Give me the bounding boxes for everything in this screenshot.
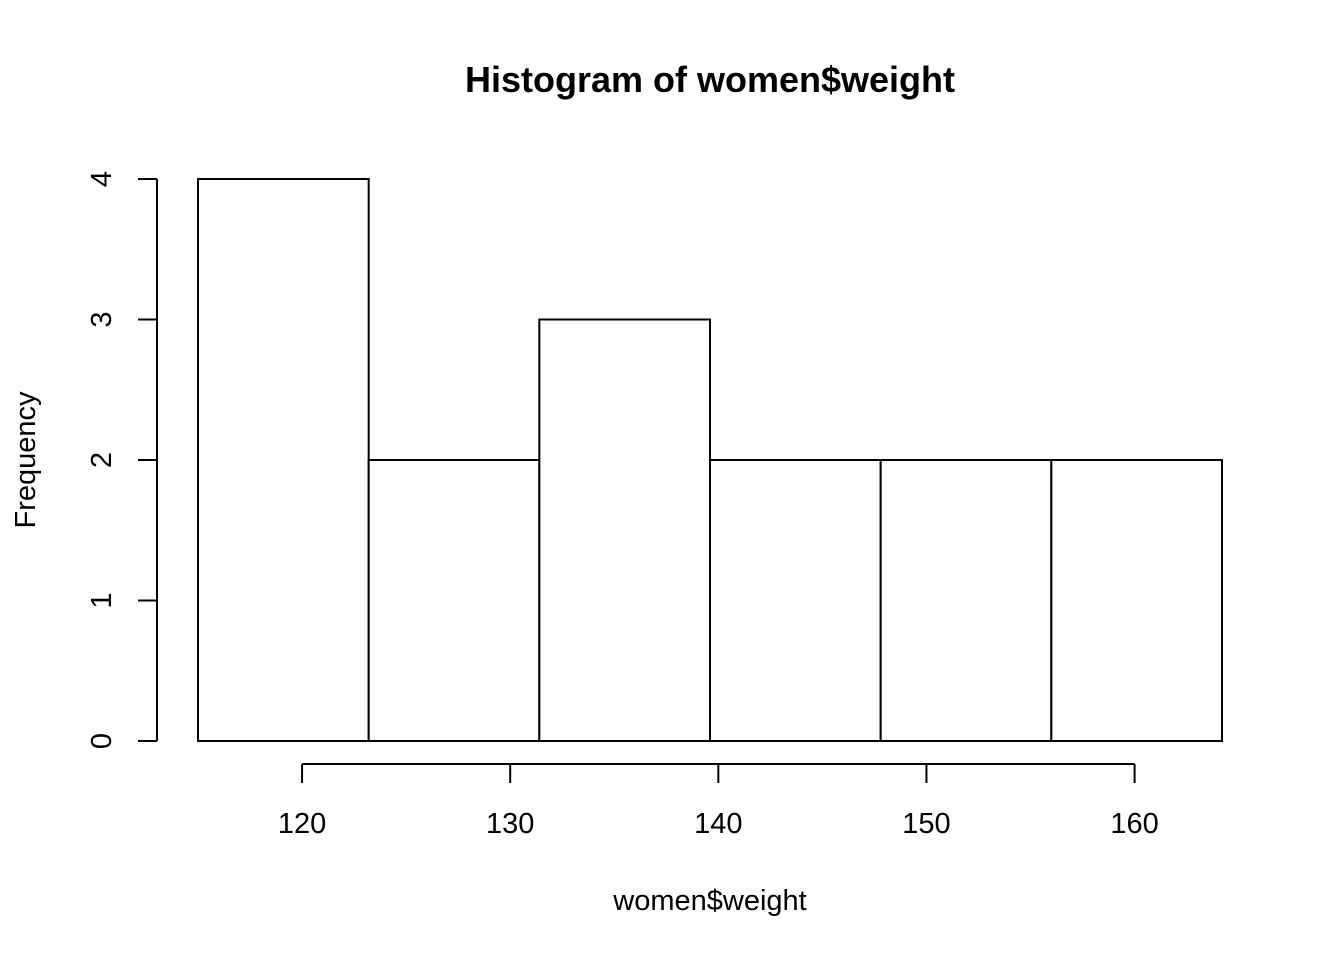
y-axis: 0 1 2 3 4 [86,171,158,749]
x-axis-label: women$weight [612,885,806,917]
histogram-bar-4 [709,459,882,742]
y-tick-label-3: 3 [86,311,118,327]
chart-title: Histogram of women$weight [465,59,955,100]
histogram-bar-6 [1050,459,1224,742]
x-tick-label-130: 130 [486,808,534,840]
x-tick-label-150: 150 [902,808,950,840]
y-tick-label-0: 0 [86,733,118,749]
x-tick-label-160: 160 [1110,808,1158,840]
histogram-bar-2 [367,459,541,742]
bars-group [197,178,1224,742]
x-axis: 120 130 140 150 160 [278,763,1159,840]
histogram-bar-1 [197,178,370,742]
x-tick-label-120: 120 [278,808,326,840]
y-tick-label-4: 4 [86,171,118,187]
y-tick-label-2: 2 [86,452,118,468]
histogram-bar-5 [879,459,1053,742]
histogram-bar-3 [538,318,711,742]
x-tick-label-140: 140 [694,808,742,840]
y-tick-label-1: 1 [86,592,118,608]
y-axis-label: Frequency [10,391,42,529]
